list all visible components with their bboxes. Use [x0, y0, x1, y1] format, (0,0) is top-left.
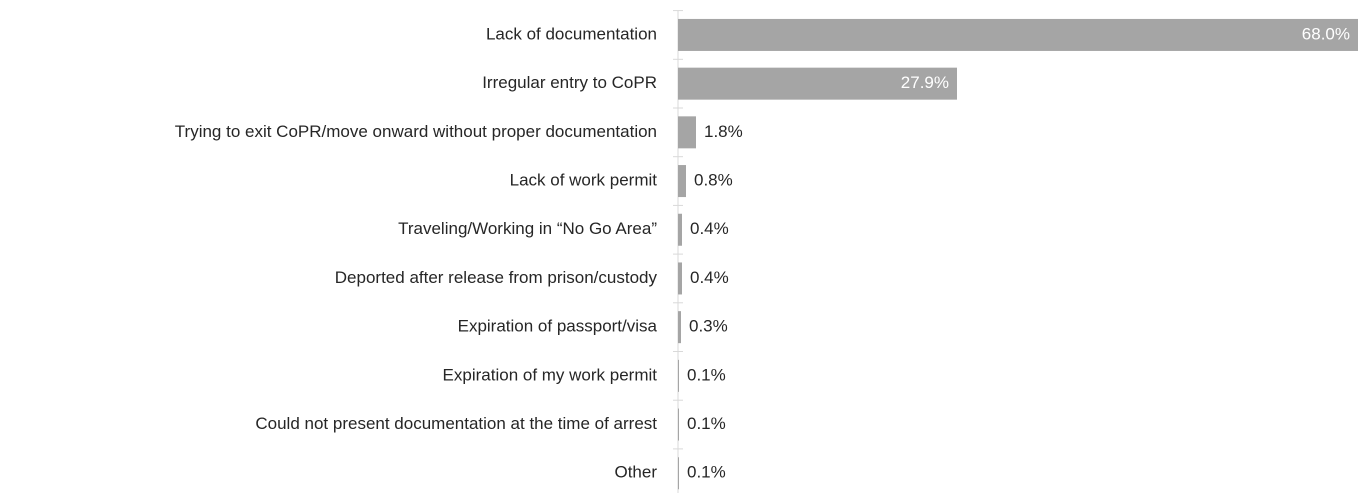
category-label: Irregular entry to CoPR: [482, 73, 657, 92]
category-label: Other: [614, 463, 657, 482]
category-label: Could not present documentation at the t…: [255, 414, 657, 433]
category-label: Trying to exit CoPR/move onward without …: [175, 122, 657, 141]
data-label: 0.4%: [690, 219, 729, 238]
category-label: Traveling/Working in “No Go Area”: [398, 219, 657, 238]
bar: [678, 213, 682, 246]
data-label: 27.9%: [901, 73, 949, 92]
data-label: 0.1%: [687, 365, 726, 384]
bar: [678, 408, 679, 441]
bar: [678, 165, 686, 198]
bar: [678, 18, 1358, 51]
data-label: 0.1%: [687, 463, 726, 482]
category-label: Deported after release from prison/custo…: [335, 268, 658, 287]
bar: [678, 457, 679, 490]
data-label: 0.4%: [690, 268, 729, 287]
category-label: Expiration of passport/visa: [458, 317, 658, 336]
category-label: Lack of work permit: [510, 171, 658, 190]
data-label: 1.8%: [704, 122, 743, 141]
bar: [678, 262, 682, 295]
data-label: 0.1%: [687, 414, 726, 433]
bar: [678, 359, 679, 392]
data-label: 0.8%: [694, 171, 733, 190]
bar: [678, 67, 957, 100]
category-label: Expiration of my work permit: [443, 365, 658, 384]
bar: [678, 116, 696, 149]
data-label: 0.3%: [689, 317, 728, 336]
data-label: 68.0%: [1302, 24, 1350, 43]
category-label: Lack of documentation: [486, 24, 657, 43]
bar: [678, 311, 681, 344]
